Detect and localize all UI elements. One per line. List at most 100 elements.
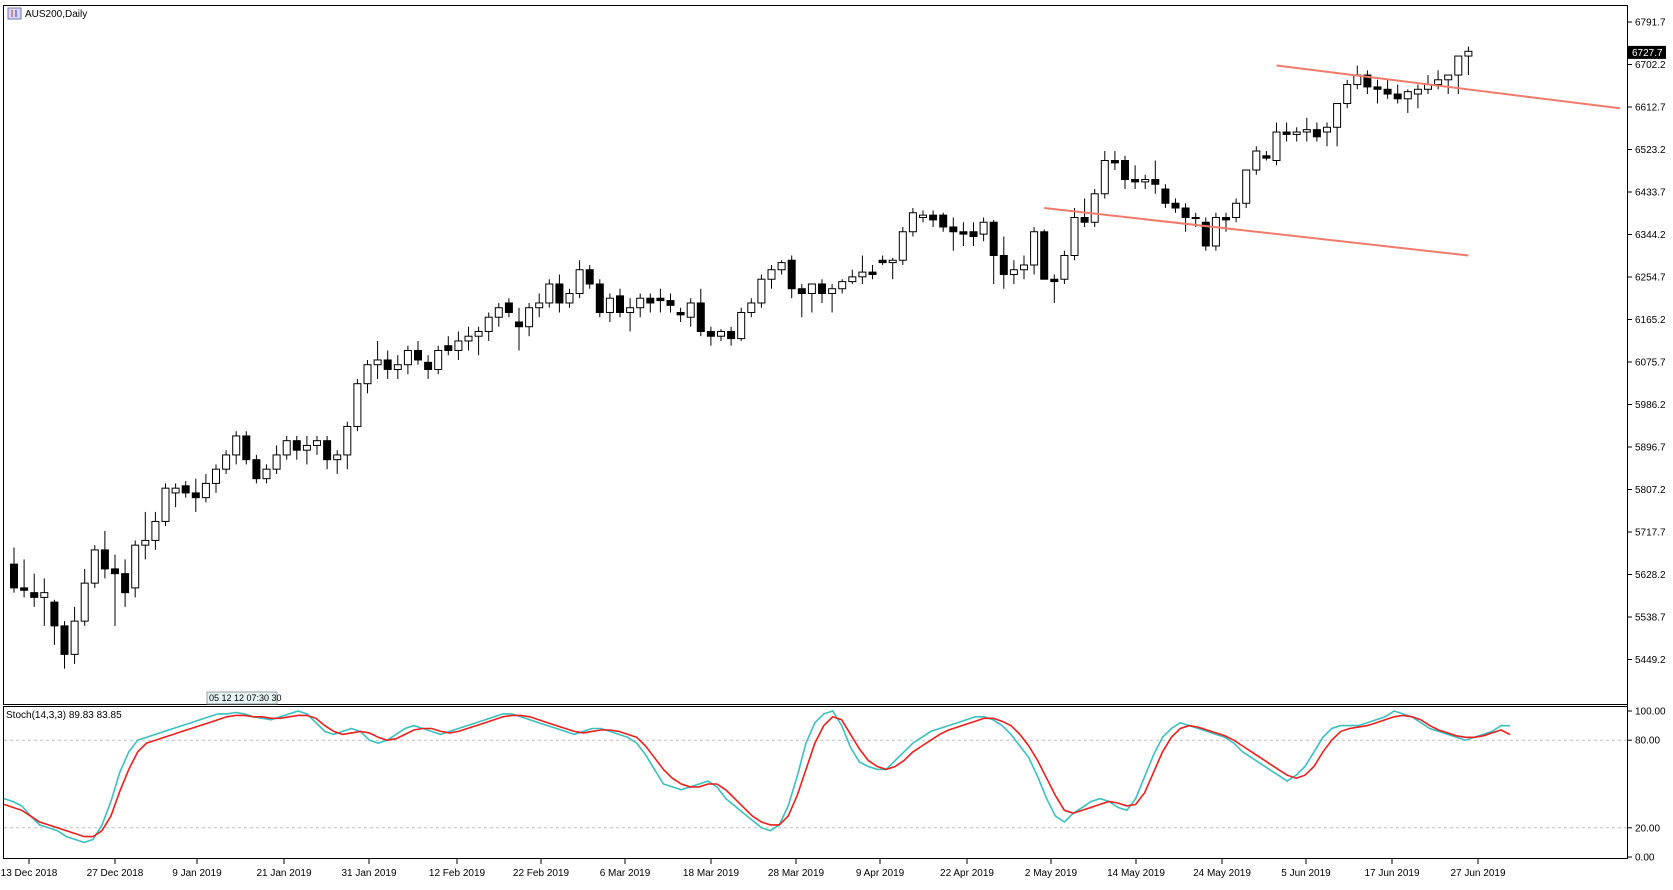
bull-candle-body <box>40 592 49 598</box>
date-tick-label: 2 May 2019 <box>1025 868 1078 879</box>
bull-candle-body <box>979 221 988 235</box>
indicator-panel-frame <box>3 706 1628 859</box>
price-tick-label: 6254.7 <box>1635 273 1666 284</box>
bull-candle-body <box>626 307 635 313</box>
stoch-level-label: 100.00 <box>1635 707 1666 718</box>
candle <box>1343 79 1352 109</box>
bull-candle-body <box>343 425 352 456</box>
trendline[interactable] <box>1276 64 1621 110</box>
bull-candle-body <box>1413 88 1422 95</box>
bull-candle-body <box>757 278 766 304</box>
bear-candle-body <box>20 587 29 591</box>
bull-candle-body <box>262 468 271 480</box>
price-panel-frame <box>3 5 1628 705</box>
bull-candle-body <box>151 520 160 541</box>
bull-candle-body <box>686 302 695 318</box>
trendline[interactable] <box>1044 207 1469 257</box>
bear-candle-body <box>100 549 109 570</box>
stoch-main-line <box>3 710 1511 844</box>
candle <box>868 264 877 280</box>
bull-candle-body <box>838 281 847 290</box>
candle <box>686 298 695 327</box>
bull-candle-body <box>333 454 342 461</box>
candle <box>504 298 513 318</box>
candle <box>292 435 301 460</box>
candle <box>262 464 271 484</box>
bull-candle-body <box>1100 160 1109 195</box>
candle <box>1363 70 1372 95</box>
candle <box>535 293 544 318</box>
candle <box>161 483 170 527</box>
bull-candle-body <box>464 335 473 342</box>
stoch-signal-line <box>3 714 1511 838</box>
candle <box>1464 46 1473 76</box>
bear-candle-body <box>797 288 806 294</box>
bear-candle-body <box>111 568 119 575</box>
price-tick-label: 5807.2 <box>1635 485 1666 496</box>
date-tick-label: 31 Jan 2019 <box>341 868 396 879</box>
bear-candle-body <box>1383 88 1392 95</box>
bull-candle-body <box>474 330 483 337</box>
candle <box>353 378 362 432</box>
bull-candle-body <box>898 231 907 261</box>
bear-candle-body <box>504 302 513 313</box>
candle <box>1090 189 1099 227</box>
bear-candle-body <box>383 359 392 370</box>
bear-candle-body <box>181 485 190 494</box>
price-tick-label: 5538.7 <box>1635 613 1666 624</box>
date-tick-label: 9 Apr 2019 <box>856 868 905 879</box>
stochastic-levels: 100.00 80.00 20.00 0.00 <box>4 707 1666 864</box>
bull-candle-body <box>575 269 584 294</box>
candle <box>898 226 907 265</box>
candle <box>1050 274 1059 303</box>
bull-candle-body <box>1232 202 1241 219</box>
bear-candle-body <box>10 563 18 589</box>
bull-candle-body <box>212 468 220 484</box>
candle <box>373 340 382 379</box>
bull-candle-body <box>1020 264 1028 271</box>
candle <box>1030 226 1039 275</box>
candle <box>151 511 160 550</box>
bear-candle-body <box>929 214 938 221</box>
bear-candle-body <box>60 625 69 655</box>
bull-candle-body <box>1323 126 1331 133</box>
event-marker[interactable]: 05 12 12 07:30 30 <box>206 691 282 705</box>
candle <box>605 293 614 322</box>
candle <box>454 331 463 360</box>
bear-candle-body <box>1171 202 1180 209</box>
candle <box>545 279 554 308</box>
price-tick-label: 5896.7 <box>1635 443 1666 454</box>
bull-candle-body <box>807 283 816 294</box>
bull-candle-body <box>737 311 746 340</box>
bull-candle-body <box>70 620 79 655</box>
bear-candle-body <box>999 254 1008 275</box>
candle <box>131 540 140 598</box>
candle <box>1353 65 1362 90</box>
candle <box>1312 122 1321 142</box>
bull-candle-body <box>1454 55 1463 76</box>
bear-candle-body <box>1121 160 1129 181</box>
candle <box>717 329 725 341</box>
candle <box>1403 89 1412 114</box>
candle <box>1060 250 1069 284</box>
candle <box>313 435 321 455</box>
bear-candle-body <box>959 231 968 235</box>
bear-candle-body <box>969 231 978 237</box>
bear-candle-body <box>424 361 433 370</box>
price-tick-label: 6344.2 <box>1635 230 1666 241</box>
bull-candle-body <box>1060 254 1069 280</box>
bull-candle-body <box>222 454 231 470</box>
price-tick-label: 6075.7 <box>1635 358 1666 369</box>
bull-candle-body <box>545 283 554 304</box>
bull-candle-body <box>171 487 180 494</box>
price-axis-ticks: 6791.7 6702.2 6612.7 6523.2 6433.7 6344.2 6254… <box>1627 18 1666 666</box>
bear-candle-body <box>696 302 705 332</box>
price-tick-label: 5717.7 <box>1635 528 1666 539</box>
trendlines[interactable] <box>1044 64 1621 257</box>
bull-candle-body <box>777 262 786 271</box>
bear-candle-body <box>818 283 826 294</box>
bull-candle-body <box>525 307 534 328</box>
stoch-level-label: 20.00 <box>1635 823 1660 834</box>
